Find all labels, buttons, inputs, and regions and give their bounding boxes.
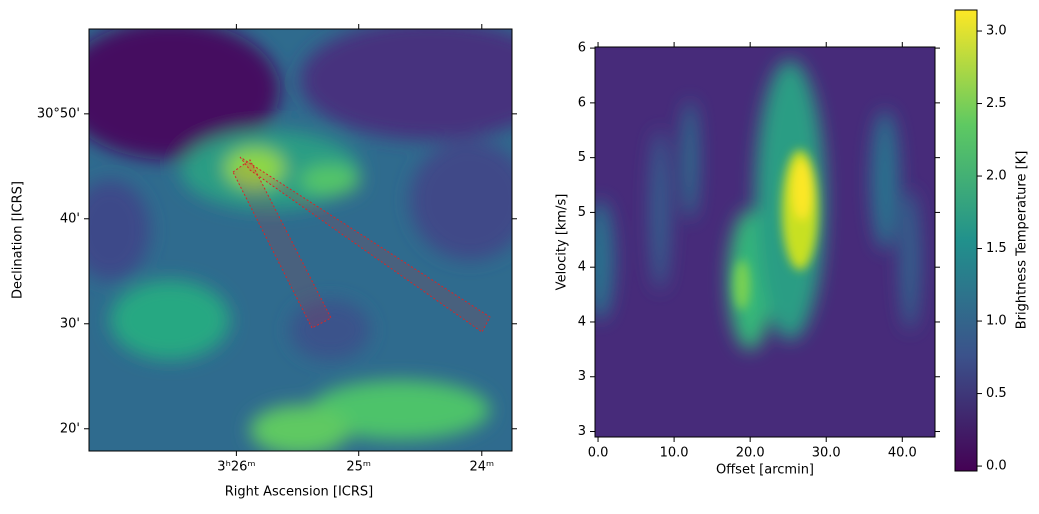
colorbar-tick-label: 0.0 [986, 459, 1007, 474]
x-axis-label: Right Ascension [ICRS] [225, 485, 373, 500]
x-tick-label: 40.0 [888, 446, 917, 461]
x-tick-label: 20.0 [736, 446, 765, 461]
y-tick-label: 6 [578, 95, 586, 110]
colorbar-tick-label: 1.0 [986, 314, 1007, 329]
y-tick-label: 4 [578, 314, 586, 329]
colorbar-tick-label: 2.0 [986, 169, 1007, 184]
x-axis-label: Offset [arcmin] [716, 463, 814, 478]
colorbar-tick-label: 3.0 [986, 24, 1007, 39]
y-tick-label: 5 [578, 205, 586, 220]
x-tick-label: 30.0 [812, 446, 841, 461]
x-tick-label: 24ᵐ [469, 460, 494, 475]
y-tick-label: 20' [60, 421, 80, 436]
y-tick-label: 30°50' [37, 106, 80, 121]
sky-map [89, 29, 512, 451]
y-axis-label: Velocity [km/s] [555, 194, 570, 291]
x-tick-label: 10.0 [660, 446, 689, 461]
y-axis-label: Declination [ICRS] [11, 181, 26, 299]
axes-frame [88, 28, 513, 452]
colorbar-tick-label: 0.5 [986, 386, 1007, 401]
y-tick-label: 40' [60, 211, 80, 226]
x-tick-label: 0.0 [588, 446, 609, 461]
y-tick-label: 3 [578, 424, 586, 439]
x-tick-label: 25ᵐ [346, 460, 371, 475]
colorbar-label: Brightness Temperature [K] [1015, 151, 1030, 330]
y-tick-label: 30' [60, 316, 80, 331]
x-tick-label: 3ʰ26ᵐ [217, 460, 255, 475]
axes-frame [594, 46, 936, 438]
colorbar [954, 9, 978, 472]
y-tick-label: 6 [578, 41, 586, 56]
colorbar-tick-label: 2.5 [986, 96, 1007, 111]
y-tick-label: 3 [578, 369, 586, 384]
y-tick-label: 5 [578, 150, 586, 165]
y-tick-label: 4 [578, 260, 586, 275]
pv-diagram [595, 47, 935, 437]
colorbar-tick-label: 1.5 [986, 241, 1007, 256]
